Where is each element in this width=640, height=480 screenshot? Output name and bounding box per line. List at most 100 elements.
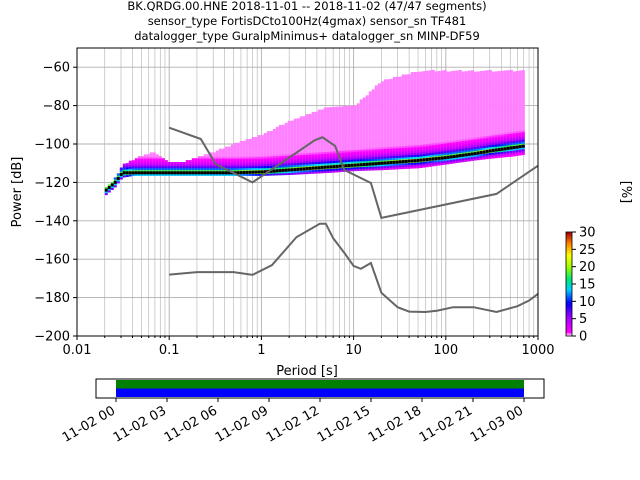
psd-cell <box>443 122 447 125</box>
psd-cell <box>152 160 156 163</box>
psd-cell <box>458 108 462 111</box>
psd-cell <box>401 86 405 89</box>
psd-cell <box>299 150 303 154</box>
psd-cell <box>425 114 429 118</box>
psd-cell <box>443 125 447 129</box>
psd-cell <box>446 135 450 138</box>
psd-cell <box>425 99 429 102</box>
psd-cell <box>449 125 453 128</box>
psd-cell <box>383 123 387 126</box>
psd-cell <box>443 135 447 138</box>
colorbar-label: [%] <box>618 181 633 204</box>
psd-cell <box>452 99 456 102</box>
psd-cell <box>500 111 504 114</box>
psd-cell <box>374 168 378 171</box>
psd-cell <box>266 142 270 145</box>
psd-cell <box>317 130 321 134</box>
psd-cell <box>302 143 306 146</box>
psd-cell <box>440 89 444 93</box>
psd-cell <box>383 160 387 163</box>
psd-cell <box>455 99 459 102</box>
psd-cell <box>179 167 183 171</box>
psd-cell <box>245 142 249 146</box>
psd-cell <box>482 124 486 127</box>
psd-cell <box>143 154 147 157</box>
psd-cell <box>377 135 381 138</box>
psd-cell <box>422 122 426 126</box>
psd-cell <box>467 135 471 139</box>
psd-cell <box>488 93 492 96</box>
psd-cell <box>338 119 342 123</box>
psd-cell <box>374 118 378 121</box>
psd-cell <box>245 140 249 144</box>
psd-cell <box>458 125 462 128</box>
psd-cell <box>464 73 468 76</box>
psd-cell <box>503 135 507 139</box>
psd-cell <box>389 94 393 97</box>
psd-cell <box>374 108 378 111</box>
psd-cell <box>362 166 366 169</box>
psd-cell <box>422 99 426 103</box>
psd-cell <box>323 161 327 164</box>
psd-cell <box>521 152 525 156</box>
psd-cell <box>284 147 288 151</box>
psd-cell <box>266 136 270 140</box>
psd-cell <box>518 80 522 83</box>
psd-cell <box>401 76 405 79</box>
psd-cell <box>356 145 360 148</box>
psd-cell <box>458 148 462 152</box>
psd-cell <box>290 137 294 141</box>
psd-cell <box>368 158 372 161</box>
psd-cell <box>206 154 210 157</box>
psd-cell <box>503 130 507 133</box>
psd-cell <box>362 108 366 112</box>
psd-cell <box>149 167 153 171</box>
psd-cell <box>476 111 480 115</box>
psd-cell <box>401 80 405 83</box>
psd-cell <box>452 153 456 156</box>
psd-cell <box>410 83 414 87</box>
psd-cell <box>356 166 360 170</box>
psd-cell <box>392 155 396 158</box>
psd-cell <box>371 143 375 146</box>
psd-cell <box>500 145 504 148</box>
psd-cell <box>323 134 327 137</box>
psd-cell <box>419 100 423 103</box>
psd-cell <box>509 106 513 109</box>
psd-cell <box>377 100 381 104</box>
psd-cell <box>485 78 489 81</box>
psd-cell <box>416 156 420 159</box>
psd-cell <box>365 137 369 140</box>
psd-cell <box>518 108 522 112</box>
psd-cell <box>479 101 483 105</box>
psd-cell <box>374 143 378 146</box>
psd-cell <box>320 147 324 151</box>
psd-cell <box>449 78 453 82</box>
psd-cell <box>320 155 324 158</box>
psd-cell <box>434 81 438 84</box>
psd-cell <box>416 77 420 80</box>
psd-cell <box>341 158 345 161</box>
colorbar-cell <box>566 320 572 323</box>
psd-cell <box>410 120 414 123</box>
psd-cell <box>233 148 237 151</box>
psd-cell <box>422 130 426 133</box>
psd-cell <box>392 82 396 86</box>
psd-cell <box>185 160 189 163</box>
psd-cell <box>470 118 474 121</box>
psd-cell <box>473 121 477 125</box>
psd-cell <box>461 115 465 118</box>
psd-cell <box>509 131 513 134</box>
psd-cell <box>203 163 207 167</box>
psd-cell <box>449 144 453 147</box>
psd-cell <box>482 130 486 133</box>
psd-cell <box>335 139 339 142</box>
psd-cell <box>167 162 171 165</box>
psd-cell <box>266 173 270 176</box>
psd-cell <box>416 89 420 92</box>
psd-cell <box>464 126 468 130</box>
y-axis-label: Power [dB] <box>10 157 25 228</box>
psd-cell <box>458 73 462 77</box>
psd-cell <box>449 111 453 114</box>
mode-line-segment <box>506 146 510 150</box>
